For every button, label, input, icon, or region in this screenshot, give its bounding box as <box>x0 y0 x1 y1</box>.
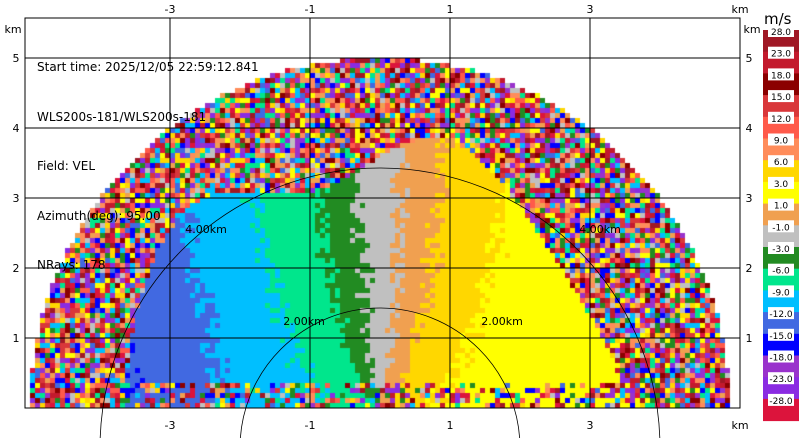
start-time-text: Start time: 2025/12/05 22:59:12.841 <box>37 60 259 74</box>
colorbar-label: -6.0 <box>772 267 790 277</box>
y-tick-label-left: 5 <box>13 52 20 65</box>
y-tick-label-right: 1 <box>746 332 753 345</box>
range-ring <box>99 167 661 438</box>
colorbar-label: -3.0 <box>772 245 790 255</box>
colorbar-unit: m/s <box>764 10 792 28</box>
x-unit-label-top: km <box>731 3 748 16</box>
colorbar-label-bg <box>768 307 794 320</box>
colorbar-label: 15.0 <box>771 93 791 103</box>
info-panel: Start time: 2025/12/05 22:59:12.841 WLS2… <box>37 26 259 307</box>
colorbar-label: 12.0 <box>771 115 791 125</box>
colorbar-label-bg <box>768 25 794 37</box>
colorbar-label: -12.0 <box>769 310 793 320</box>
plot-frame <box>24 17 741 409</box>
colorbar-label-bg <box>768 328 794 341</box>
colorbar-label-bg <box>768 263 794 276</box>
colorbar-label: 3.0 <box>774 180 789 190</box>
site-text: WLS200s-181/WLS200s-181 <box>37 109 207 124</box>
range-ring-label: 2.00km <box>481 315 523 328</box>
x-tick-label-top: 1 <box>447 3 454 16</box>
colorbar-label-bg <box>768 198 794 211</box>
colorbar-label-bg <box>768 285 794 298</box>
colorbar-label: -18.0 <box>769 354 793 364</box>
colorbar-label: 9.0 <box>774 137 789 147</box>
x-tick-label-top: -3 <box>165 3 176 16</box>
y-tick-label-left: 3 <box>13 192 20 205</box>
colorbar-label: -9.0 <box>772 288 790 298</box>
tick-labels: -3 -3 -1 -1 1 1 3 3 1 1 2 2 3 3 4 4 5 5 km km km km <box>4 3 760 432</box>
colorbar-label: 23.0 <box>771 50 791 60</box>
y-tick-label-right: 3 <box>746 192 753 205</box>
colorbar-label: -28.0 <box>769 397 793 407</box>
x-tick-label-bottom: -1 <box>305 419 316 432</box>
y-tick-label-left: 4 <box>13 122 20 135</box>
colorbar-label-bg <box>768 68 794 81</box>
colorbar-label: 18.0 <box>771 71 791 81</box>
colorbar-label-bg <box>768 176 794 189</box>
y-tick-label-right: 5 <box>746 52 753 65</box>
x-tick-label-top: -1 <box>305 3 316 16</box>
colorbar-label-bg <box>768 242 794 254</box>
colorbar-label: 1.0 <box>774 202 789 212</box>
colorbar-label-bg <box>768 133 794 146</box>
colorbar-label-bg <box>768 350 794 363</box>
colorbar-label-bg <box>768 155 794 168</box>
x-tick-label-bottom: -3 <box>165 419 176 432</box>
grid-lines <box>25 18 740 408</box>
range-ring-label: 4.00km <box>185 223 227 236</box>
colorbar: 28.0 23.0 18.0 15.0 12.0 9.0 6.0 3.0 1.0 -1.0 -3.0… <box>763 25 799 422</box>
x-tick-label-bottom: 1 <box>447 419 454 432</box>
range-rings: 2.00km 2.00km 4.00km 4.00km <box>99 167 661 438</box>
range-ring-label: 4.00km <box>579 223 621 236</box>
x-unit-label-bottom: km <box>731 419 748 432</box>
y-tick-label-left: 2 <box>13 262 20 275</box>
y-tick-label-right: 2 <box>746 262 753 275</box>
field-text: Field: VEL <box>37 159 96 173</box>
nrays-text: NRays: 178 <box>37 258 106 272</box>
colorbar-label-bg <box>768 393 794 406</box>
colorbar-label: 6.0 <box>774 158 789 168</box>
range-ring <box>239 307 521 438</box>
y-unit-label-right: km <box>743 23 760 36</box>
colorbar-label: -1.0 <box>772 223 790 233</box>
y-tick-label-left: 1 <box>13 332 20 345</box>
colorbar-label-bg <box>768 220 794 233</box>
colorbar-label-bg <box>768 46 794 59</box>
range-ring-label: 2.00km <box>283 315 325 328</box>
x-tick-label-top: 3 <box>587 3 594 16</box>
colorbar-label-bg <box>768 372 794 385</box>
x-tick-label-bottom: 3 <box>587 419 594 432</box>
y-tick-label-right: 4 <box>746 122 753 135</box>
colorbar-label: 28.0 <box>771 28 791 38</box>
azimuth-text: Azimuth(deg): 95.00 <box>37 208 161 223</box>
y-unit-label-left: km <box>4 23 21 36</box>
colorbar-label-bg <box>768 111 794 124</box>
colorbar-label: -15.0 <box>769 332 793 342</box>
colorbar-label: -23.0 <box>769 375 793 385</box>
colorbar-label-bg <box>768 90 794 103</box>
velocity-field-canvas <box>25 18 740 408</box>
